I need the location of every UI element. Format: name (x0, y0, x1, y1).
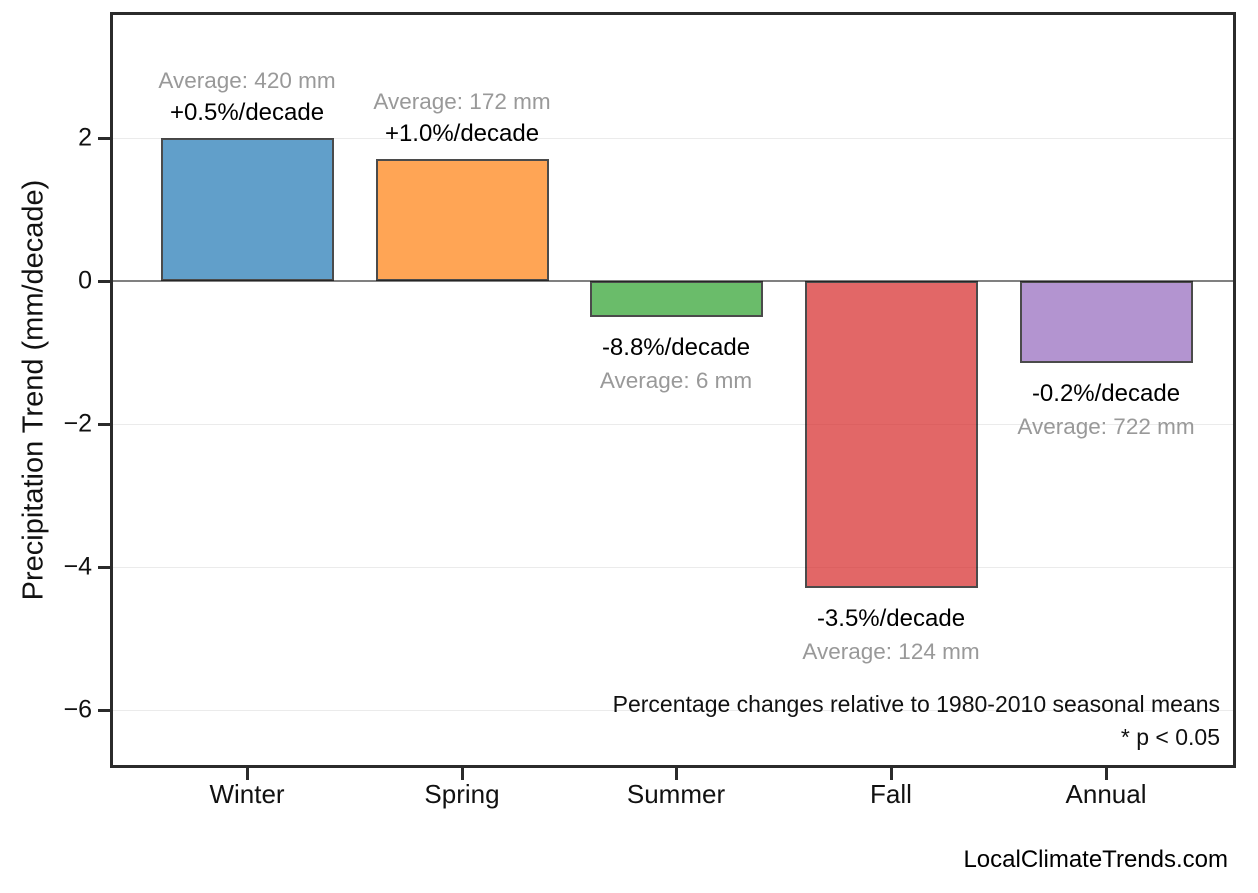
bar-summer (589, 281, 763, 317)
gridline (110, 423, 1236, 425)
bar-annual (1019, 281, 1193, 364)
y-tick (98, 279, 110, 283)
x-tick (460, 768, 464, 780)
footnote: Percentage changes relative to 1980-2010… (613, 688, 1220, 754)
x-axis-label-annual: Annual (1065, 779, 1147, 809)
y-tick (98, 422, 110, 426)
trend-label-fall: -3.5%/decade (816, 605, 966, 633)
gridline (110, 137, 1236, 139)
y-tick-label: −4 (63, 552, 92, 581)
bar-labels-winter: Average: 420 mm +0.5%/decade (67, 65, 427, 130)
bar-labels-summer: -8.8%/decade Average: 6 mm (496, 331, 856, 396)
average-label-fall: Average: 124 mm (802, 639, 980, 665)
trend-label-summer: -8.8%/decade (601, 333, 751, 361)
average-label-spring: Average: 172 mm (373, 89, 551, 115)
x-axis-label-summer: Summer (626, 779, 726, 809)
x-axis-label-spring: Spring (424, 779, 500, 809)
y-tick (98, 136, 110, 140)
y-tick-label: −2 (63, 409, 92, 438)
x-axis-label-winter: Winter (209, 779, 285, 809)
average-label-winter: Average: 420 mm (158, 68, 336, 93)
average-label-annual: Average: 722 mm (1017, 414, 1195, 440)
y-tick-label: 0 (78, 266, 92, 295)
y-tick-label: 2 (78, 123, 92, 152)
bar-labels-fall: -3.5%/decade Average: 124 mm (711, 602, 1071, 667)
trend-label-spring: +1.0%/decade (384, 120, 540, 148)
bar-labels-annual: -0.2%/decade Average: 722 mm (926, 377, 1258, 442)
bar-spring (375, 159, 549, 281)
x-tick (889, 768, 893, 780)
footnote-line1: Percentage changes relative to 1980-2010… (612, 691, 1220, 717)
bar-winter (160, 138, 334, 281)
y-tick (98, 565, 110, 569)
trend-label-winter: +0.5%/decade (169, 99, 325, 126)
x-tick (674, 768, 678, 780)
x-axis-label-fall: Fall (870, 779, 912, 809)
trend-label-annual: -0.2%/decade (1031, 380, 1181, 408)
gridline (110, 709, 1236, 711)
gridline (110, 566, 1236, 568)
watermark: LocalClimateTrends.com (963, 846, 1228, 873)
footnote-line2: * p < 0.05 (1120, 724, 1220, 750)
y-axis-title: Precipitation Trend (mm/decade) (17, 179, 50, 601)
average-label-summer: Average: 6 mm (599, 367, 753, 393)
y-tick-label: −6 (63, 695, 92, 724)
y-tick (98, 708, 110, 712)
x-tick (1104, 768, 1108, 780)
bar-fall (804, 281, 978, 589)
bar-labels-spring: Average: 172 mm +1.0%/decade (282, 86, 642, 151)
x-tick (245, 768, 249, 780)
